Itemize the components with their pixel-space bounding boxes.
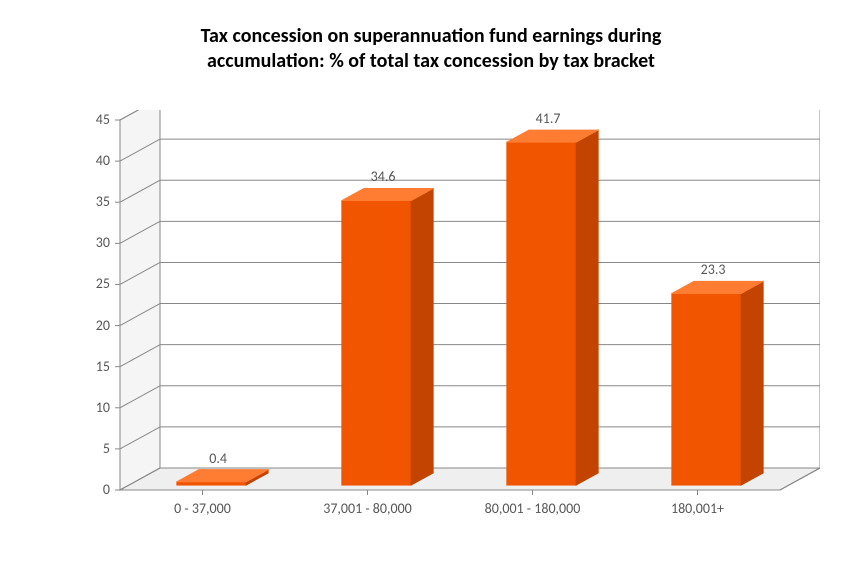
x-tick-label: 0 - 37,000 xyxy=(174,500,231,517)
y-tick-label: 30 xyxy=(60,234,110,251)
y-tick-label: 25 xyxy=(60,275,110,292)
y-tick-label: 40 xyxy=(60,152,110,169)
y-tick-label: 5 xyxy=(60,440,110,457)
y-tick-label: 35 xyxy=(60,193,110,210)
chart-title: Tax concession on superannuation fund ea… xyxy=(0,24,862,74)
bar-chart-3d: 0 5 10 15 20 25 30 35 40 45 0.4 0 - 37,000 34.6 37,00… xyxy=(60,110,820,540)
y-tick-label: 45 xyxy=(60,111,110,128)
y-tick-label: 15 xyxy=(60,358,110,375)
y-tick-label: 10 xyxy=(60,399,110,416)
bar-value-label: 0.4 xyxy=(209,450,227,467)
y-tick-label: 0 xyxy=(60,481,110,498)
x-tick-label: 180,001+ xyxy=(671,500,724,517)
x-tick-label: 37,001 - 80,000 xyxy=(323,500,412,517)
bar-value-label: 23.3 xyxy=(701,261,726,278)
x-tick-label: 80,001 - 180,000 xyxy=(485,500,581,517)
bar-value-label: 41.7 xyxy=(536,110,561,127)
y-tick-label: 20 xyxy=(60,317,110,334)
bar-value-label: 34.6 xyxy=(371,168,396,185)
